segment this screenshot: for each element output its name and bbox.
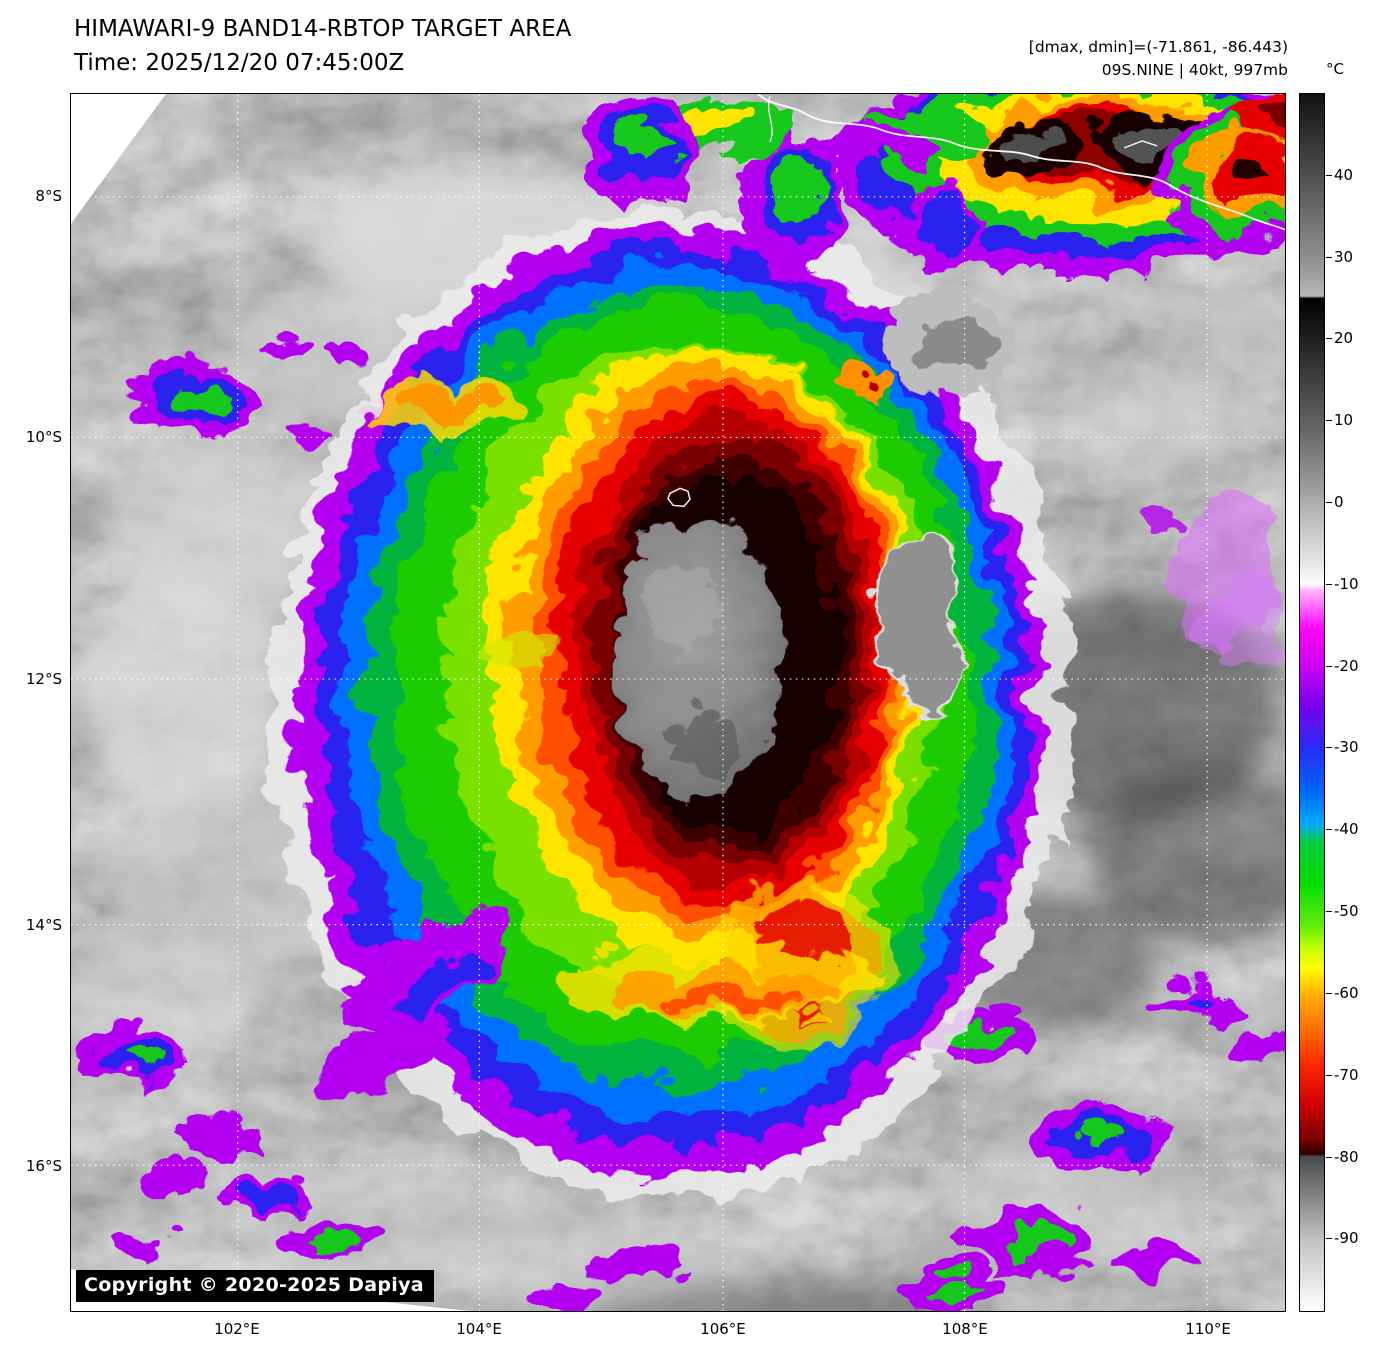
- christmas-island-outline: [667, 487, 691, 508]
- lat-tick-label: 10°S: [25, 428, 62, 446]
- colorbar-tick-label: -50: [1334, 902, 1359, 921]
- lon-tick-label: 106°E: [700, 1320, 746, 1338]
- colorbar-tick-mark: [1326, 747, 1332, 749]
- colorbar-unit-label: °C: [1326, 60, 1344, 78]
- colorbar-tick-mark: [1326, 665, 1332, 667]
- copyright-label: Copyright © 2020-2025 Dapiya: [76, 1270, 434, 1302]
- colorbar-tick-mark: [1326, 1238, 1332, 1240]
- dmax-dmin-readout: [dmax, dmin]=(-71.861, -86.443): [1028, 38, 1288, 56]
- lat-tick-label: 14°S: [25, 915, 62, 934]
- colorbar-tick-label: -10: [1334, 574, 1359, 593]
- lat-tick-label: 8°S: [35, 187, 62, 205]
- colorbar-tick-mark: [1326, 256, 1332, 258]
- colorbar-tick-label: -20: [1334, 656, 1359, 675]
- tropical-cyclone: [262, 196, 1062, 1190]
- colorbar: [1299, 93, 1325, 1312]
- figure-time: Time: 2025/12/20 07:45:00Z: [74, 50, 405, 76]
- colorbar-tick-label: 10: [1334, 411, 1354, 430]
- colorbar-tick-mark: [1326, 1156, 1332, 1158]
- colorbar-tick-label: -80: [1334, 1147, 1359, 1166]
- colorbar-tick-mark: [1326, 583, 1332, 585]
- lon-tick-label: 110°E: [1185, 1320, 1231, 1338]
- dry-slot-east: [871, 523, 959, 703]
- colorbar-tick-mark: [1326, 1074, 1332, 1076]
- colorbar-tick-label: -40: [1334, 820, 1359, 839]
- satellite-image-panel: Copyright © 2020-2025 Dapiya: [70, 93, 1286, 1312]
- colorbar-tick-mark: [1326, 420, 1332, 422]
- colorbar-tick-label: 40: [1334, 165, 1354, 184]
- colorbar-tick-mark: [1326, 911, 1332, 913]
- coastline: [667, 94, 1285, 508]
- ne-convective-cluster: [575, 94, 1285, 269]
- colorbar-tick-mark: [1326, 502, 1332, 504]
- colorbar-tick-label: -30: [1334, 738, 1359, 757]
- satellite-image: [71, 94, 1285, 1311]
- colorbar-tick-mark: [1326, 992, 1332, 994]
- colorbar-tick-mark: [1326, 174, 1332, 176]
- colorbar-tick-label: -60: [1334, 983, 1359, 1002]
- colorbar-tick-label: 0: [1334, 493, 1344, 512]
- scattered-cells: [77, 323, 1285, 1303]
- colorbar-tick-label: 30: [1334, 247, 1354, 266]
- lat-tick-label: 16°S: [25, 1156, 62, 1175]
- colorbar-tick-mark: [1326, 338, 1332, 340]
- colorbar-tick-label: -70: [1334, 1065, 1359, 1084]
- lon-tick-label: 104°E: [456, 1320, 502, 1338]
- sunda-strait-coast: [768, 95, 773, 143]
- figure-title: HIMAWARI-9 BAND14-RBTOP TARGET AREA: [74, 16, 572, 42]
- lon-tick-label: 108°E: [942, 1320, 988, 1338]
- storm-info: 09S.NINE | 40kt, 997mb: [1101, 61, 1288, 80]
- lon-tick-label: 102°E: [214, 1320, 260, 1338]
- java-coastline: [757, 94, 1285, 231]
- colorbar-tick-mark: [1326, 829, 1332, 831]
- colorbar-tick-label: 20: [1334, 329, 1354, 348]
- coastal-bay: [1124, 140, 1158, 149]
- colorbar-tick-label: -90: [1334, 1229, 1359, 1248]
- lat-tick-label: 12°S: [25, 669, 62, 688]
- figure-info-block: [dmax, dmin]=(-71.861, -86.443) 09S.NINE…: [1029, 36, 1288, 83]
